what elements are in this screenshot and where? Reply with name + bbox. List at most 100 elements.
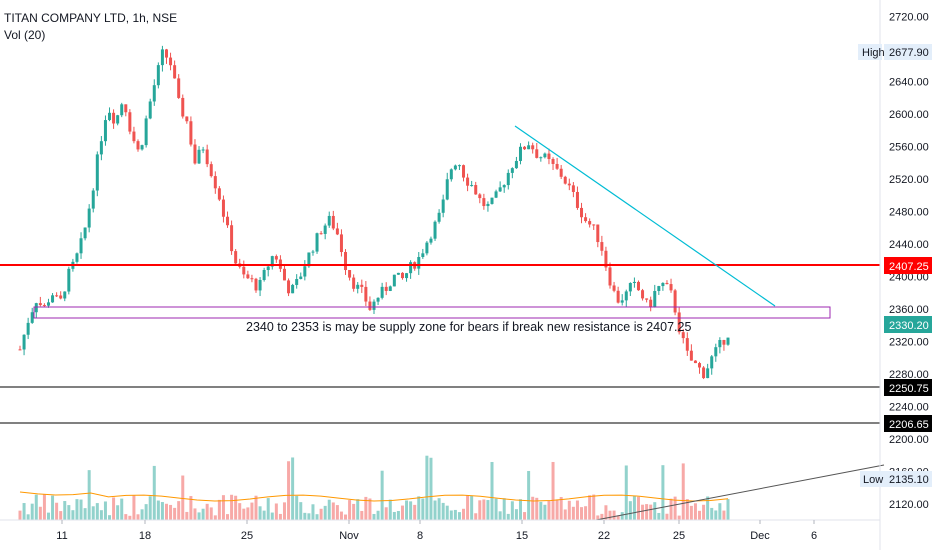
- low-price-text: 2135.10: [889, 474, 929, 486]
- candle-body: [563, 176, 567, 184]
- candle-body: [539, 157, 543, 159]
- candle-body: [673, 290, 677, 313]
- volume-bar: [571, 506, 575, 520]
- volume-trend-line[interactable]: [595, 464, 885, 521]
- candle-body: [26, 322, 30, 335]
- price-tick-label: 2600.00: [889, 109, 929, 121]
- candle-body: [160, 49, 164, 66]
- volume-bar: [262, 510, 266, 520]
- candle-body: [242, 266, 246, 275]
- candle-body: [718, 340, 722, 348]
- volume-bar: [673, 496, 677, 520]
- volume-bar: [421, 498, 425, 520]
- volume-bar: [185, 511, 189, 520]
- candle-body: [571, 185, 575, 192]
- candle-body: [120, 104, 124, 116]
- volume-bar: [409, 501, 413, 520]
- volume-bar: [335, 505, 339, 520]
- volume-bar: [677, 515, 681, 520]
- candle-body: [706, 368, 710, 379]
- volume-bar: [221, 495, 225, 520]
- candle-body: [543, 153, 547, 158]
- volume-bar: [201, 508, 205, 520]
- time-tick-label: 15: [516, 530, 528, 542]
- candle-body: [221, 199, 225, 217]
- volume-bar: [258, 506, 262, 520]
- candle-body: [315, 233, 319, 252]
- volume-bar: [30, 503, 34, 520]
- volume-bar: [706, 496, 710, 520]
- volume-bar: [372, 513, 376, 520]
- high-price-text: 2677.90: [889, 47, 929, 59]
- candle-body: [250, 278, 254, 280]
- high-tag: High: [858, 44, 885, 60]
- volume-bar: [470, 495, 474, 520]
- supply-zone[interactable]: [33, 306, 831, 319]
- high-tag-label: High: [862, 47, 885, 59]
- volume-bar: [588, 495, 592, 520]
- price-tick-label: 2280.00: [889, 369, 929, 381]
- low-price-tag: 2135.10: [884, 471, 932, 487]
- candle-body: [429, 238, 433, 243]
- volume-bar: [323, 505, 327, 520]
- volume-bar: [527, 470, 531, 520]
- symbol-title[interactable]: TITAN COMPANY LTD, 1h, NSE: [4, 11, 178, 25]
- volume-bar: [339, 511, 343, 520]
- candle-body: [486, 203, 490, 207]
- candle-body: [156, 65, 160, 86]
- candle-body: [722, 340, 726, 345]
- candle-body: [38, 303, 42, 306]
- volume-bar: [657, 512, 661, 520]
- candle-body: [348, 270, 352, 278]
- candle-body: [490, 197, 494, 204]
- candle-body: [197, 149, 201, 164]
- volume-bar: [702, 504, 706, 520]
- volume-bar: [449, 510, 453, 520]
- support2-price-tag: 2206.65: [884, 415, 932, 432]
- candle-body: [152, 85, 156, 102]
- volume-ma-line: [19, 491, 729, 502]
- candle-body: [531, 145, 535, 150]
- candle-body: [702, 367, 706, 379]
- candle-body: [624, 291, 628, 301]
- candle-body: [311, 251, 315, 253]
- candle-body: [380, 286, 384, 298]
- volume-bar: [242, 508, 246, 520]
- candle-body: [474, 185, 478, 195]
- volume-bar: [384, 507, 388, 520]
- candle-body: [388, 286, 392, 291]
- volume-indicator-label[interactable]: Vol (20): [4, 28, 46, 42]
- volume-bar: [514, 509, 518, 520]
- candle-body: [323, 225, 327, 234]
- candle-body: [437, 212, 441, 222]
- volume-bar: [299, 502, 303, 520]
- candle-body: [148, 101, 152, 119]
- candle-body: [559, 168, 563, 177]
- resistance-price-text: 2407.25: [889, 261, 929, 273]
- candle-body: [547, 153, 551, 160]
- volume-bar: [400, 505, 404, 520]
- volume-bar: [103, 501, 107, 520]
- volume-bar: [250, 502, 254, 520]
- candle-body: [417, 257, 421, 269]
- volume-bar: [254, 495, 258, 520]
- volume-bar: [156, 500, 160, 520]
- volume-bar: [494, 498, 498, 520]
- candle-body: [99, 141, 103, 155]
- volume-bar: [22, 503, 26, 520]
- candle-body: [653, 291, 657, 308]
- volume-bar: [303, 512, 307, 520]
- volume-bar: [510, 501, 514, 520]
- candle-body: [136, 141, 140, 150]
- candle-body: [282, 268, 286, 281]
- volume-bar: [523, 512, 527, 520]
- candle-body: [201, 149, 205, 151]
- candle-body: [339, 234, 343, 253]
- trend-line[interactable]: [514, 125, 776, 307]
- volume-bar: [99, 510, 103, 520]
- candle-body: [600, 242, 604, 251]
- candle-body: [433, 221, 437, 239]
- support2-price-text: 2206.65: [889, 419, 929, 431]
- volume-bar: [498, 511, 502, 520]
